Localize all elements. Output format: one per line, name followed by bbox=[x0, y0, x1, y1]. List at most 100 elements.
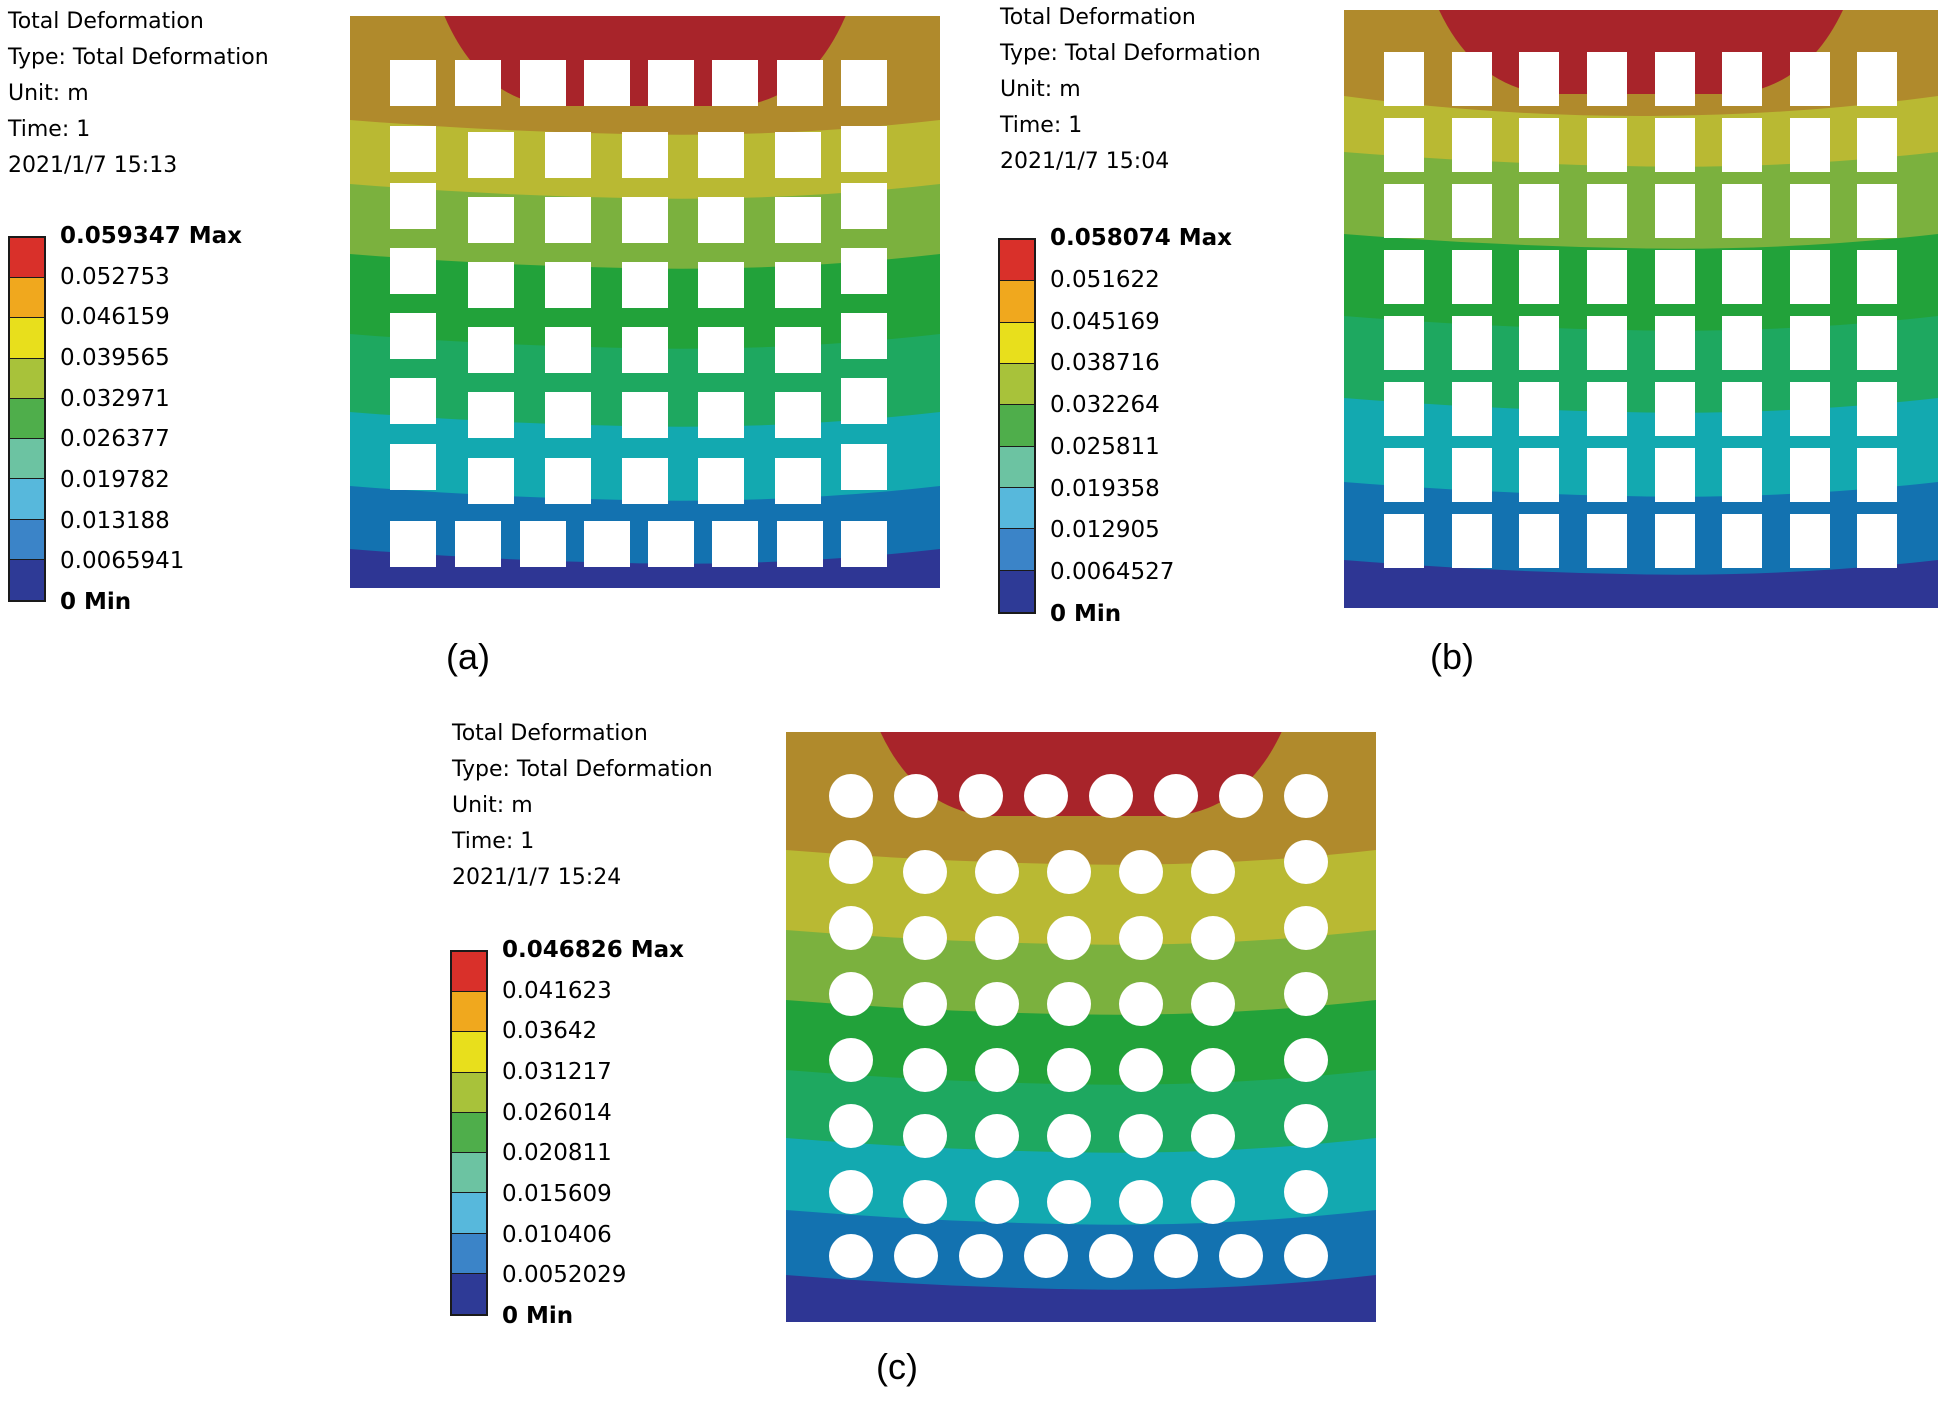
color-scale-segment bbox=[1000, 570, 1034, 612]
result-type: Type: Total Deformation bbox=[1000, 41, 1261, 66]
legend-label: 0.0052029 bbox=[502, 1262, 627, 1289]
hole bbox=[1722, 118, 1762, 172]
legend-label: 0.026377 bbox=[60, 426, 170, 453]
hole bbox=[975, 1180, 1019, 1224]
hole bbox=[1119, 850, 1163, 894]
hole bbox=[1857, 184, 1897, 238]
result-title: Total Deformation bbox=[8, 9, 204, 34]
hole bbox=[894, 774, 938, 818]
color-scale-segment bbox=[10, 439, 44, 480]
hole bbox=[1154, 774, 1198, 818]
hole bbox=[829, 1038, 873, 1082]
hole bbox=[903, 850, 947, 894]
hole bbox=[1284, 906, 1328, 950]
result-info-c: Total Deformation Type: Total Deformatio… bbox=[452, 716, 713, 896]
hole bbox=[1284, 840, 1328, 884]
color-scale-bar bbox=[998, 238, 1036, 614]
color-scale-segment bbox=[1000, 363, 1034, 406]
hole bbox=[1284, 774, 1328, 818]
hole bbox=[545, 197, 591, 243]
color-scale-segment bbox=[10, 278, 44, 319]
hole bbox=[648, 521, 694, 567]
legend-max-label: 0.046826 Max bbox=[502, 937, 685, 963]
hole bbox=[1857, 250, 1897, 304]
color-scale-segment bbox=[10, 519, 44, 560]
color-scale-segment bbox=[10, 238, 44, 279]
hole bbox=[829, 774, 873, 818]
legend-label: 0.052753 bbox=[60, 263, 170, 290]
hole bbox=[1384, 52, 1424, 106]
color-scale-bar bbox=[450, 950, 488, 1316]
color-scale-segment bbox=[10, 479, 44, 520]
hole bbox=[712, 521, 758, 567]
hole bbox=[829, 972, 873, 1016]
hole bbox=[1655, 184, 1695, 238]
hole bbox=[1384, 118, 1424, 172]
hole bbox=[1587, 514, 1627, 568]
hole bbox=[545, 132, 591, 178]
color-scale-segment bbox=[1000, 405, 1034, 447]
legend-label: 0.019358 bbox=[1050, 475, 1160, 502]
hole bbox=[622, 327, 668, 373]
hole bbox=[1790, 52, 1830, 106]
hole bbox=[1219, 1234, 1263, 1278]
deformation-plot-c bbox=[786, 732, 1376, 1322]
hole bbox=[1790, 382, 1830, 436]
hole bbox=[1587, 184, 1627, 238]
hole bbox=[841, 183, 887, 229]
hole bbox=[1024, 1234, 1068, 1278]
contour-plate bbox=[1344, 10, 1938, 608]
hole bbox=[698, 132, 744, 178]
hole bbox=[1655, 316, 1695, 370]
hole bbox=[775, 262, 821, 308]
result-time: Time: 1 bbox=[1000, 113, 1083, 138]
hole bbox=[698, 458, 744, 504]
hole bbox=[1384, 514, 1424, 568]
hole bbox=[1452, 184, 1492, 238]
result-info-b: Total Deformation Type: Total Deformatio… bbox=[1000, 0, 1261, 180]
legend-label: 0.045169 bbox=[1050, 308, 1160, 335]
hole bbox=[1119, 1114, 1163, 1158]
hole bbox=[1790, 250, 1830, 304]
hole bbox=[545, 458, 591, 504]
hole bbox=[390, 444, 436, 490]
contour-plate bbox=[786, 732, 1376, 1322]
result-timestamp: 2021/1/7 15:13 bbox=[8, 153, 178, 178]
hole bbox=[1284, 1104, 1328, 1148]
color-scale-segment bbox=[10, 559, 44, 600]
hole bbox=[829, 1170, 873, 1214]
hole bbox=[1790, 316, 1830, 370]
deformation-plot-b bbox=[1344, 10, 1938, 608]
hole bbox=[622, 132, 668, 178]
hole bbox=[1790, 514, 1830, 568]
hole bbox=[777, 521, 823, 567]
hole bbox=[1655, 382, 1695, 436]
legend-label: 0.0065941 bbox=[60, 548, 185, 575]
color-scale-segment bbox=[452, 1153, 486, 1194]
hole bbox=[1587, 382, 1627, 436]
legend-label: 0.041623 bbox=[502, 977, 612, 1004]
hole bbox=[1452, 118, 1492, 172]
hole bbox=[775, 327, 821, 373]
hole bbox=[1857, 448, 1897, 502]
hole bbox=[1191, 1048, 1235, 1092]
hole bbox=[975, 982, 1019, 1026]
legend-label: 0.026014 bbox=[502, 1099, 612, 1126]
hole bbox=[1119, 1180, 1163, 1224]
hole bbox=[390, 183, 436, 229]
hole bbox=[841, 248, 887, 294]
hole bbox=[1587, 316, 1627, 370]
hole bbox=[1722, 184, 1762, 238]
color-scale-segment bbox=[1000, 446, 1034, 488]
legend-max-label: 0.059347 Max bbox=[60, 223, 243, 249]
hole bbox=[903, 1180, 947, 1224]
hole bbox=[584, 60, 630, 106]
color-scale-segment bbox=[452, 1112, 486, 1154]
hole bbox=[1519, 118, 1559, 172]
hole bbox=[1857, 514, 1897, 568]
caption-c: (c) bbox=[876, 1346, 918, 1387]
result-unit: Unit: m bbox=[452, 793, 533, 818]
color-scale-segment bbox=[1000, 529, 1034, 571]
result-timestamp: 2021/1/7 15:04 bbox=[1000, 149, 1170, 174]
hole bbox=[775, 132, 821, 178]
